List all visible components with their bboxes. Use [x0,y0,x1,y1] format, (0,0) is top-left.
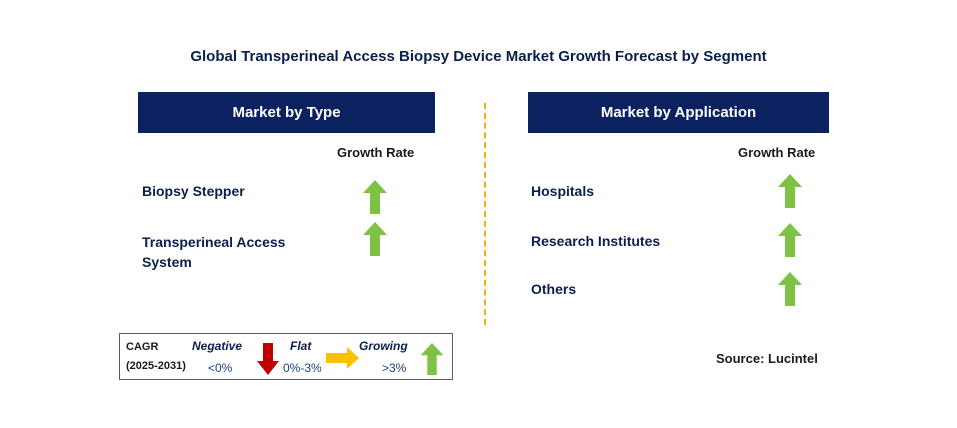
type-item-biopsy-stepper: Biopsy Stepper [142,183,245,199]
panel-divider [484,103,486,325]
type-item-transperineal-access-system: Transperineal Access System [142,234,286,270]
type-growth-rate-label: Growth Rate [337,145,415,160]
legend-period: (2025-2031) [126,360,186,372]
growing-arrow-icon [420,343,444,375]
legend-flat-label: Flat [290,339,312,353]
source-note: Source: Lucintel [716,351,818,366]
negative-arrow-icon [257,343,279,375]
legend-cagr-label: CAGR [126,341,159,353]
legend-growing-label: Growing [359,339,408,353]
legend-negative-label: Negative [192,339,243,353]
application-growth-rate-label: Growth Rate [738,145,816,160]
legend-negative-value: <0% [208,361,233,375]
application-item-research-institutes: Research Institutes [531,233,661,249]
growing-arrow-icon [363,222,387,256]
flat-arrow-icon [326,347,359,369]
chart-title: Global Transperineal Access Biopsy Devic… [190,48,767,65]
growing-arrow-icon [363,180,387,214]
legend-growing-value: >3% [382,361,407,375]
growing-arrow-icon [778,174,802,208]
cagr-legend: CAGR (2025-2031) Negative <0% Flat 0%-3%… [119,333,453,380]
growing-arrow-icon [778,272,802,306]
growing-arrow-icon [778,223,802,257]
application-item-hospitals: Hospitals [531,183,595,199]
application-panel-header: Market by Application [528,92,829,133]
type-panel-header: Market by Type [138,92,435,133]
legend-flat-value: 0%-3% [283,361,322,375]
application-item-others: Others [531,281,577,297]
